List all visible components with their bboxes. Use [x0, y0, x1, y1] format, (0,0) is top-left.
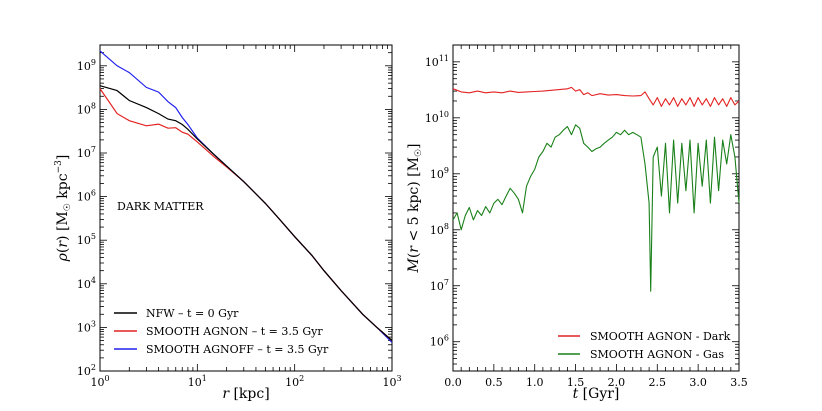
- left-y-tick-label: 106: [77, 189, 96, 204]
- left-series-line-0: [99, 85, 393, 341]
- right-x-tick-label: 0.0: [444, 376, 462, 389]
- right-y-tick-label: 109: [430, 166, 449, 181]
- right-plot-frame: [452, 44, 740, 372]
- left-y-tick-label: 107: [77, 145, 96, 160]
- left-legend-label: SMOOTH AGNOFF – t = 3.5 Gyr: [146, 343, 329, 356]
- right-y-axis-title: M(r < 5 kpc) [M☉]: [406, 143, 424, 273]
- left-y-tick-label: 108: [77, 101, 96, 116]
- left-x-tick-label: 102: [285, 374, 304, 389]
- left-x-tick-label: 100: [90, 374, 109, 389]
- right-series-line-0: [452, 86, 740, 107]
- right-series: [452, 86, 740, 292]
- left-legend-label: NFW – t = 0 Gyr: [146, 307, 239, 320]
- left-ticks: 100 101 102 103 102 103 104 105 106 107 108 109: [77, 44, 402, 389]
- left-x-axis-title: r [kpc]: [222, 386, 269, 402]
- dark-matter-annotation: DARK MATTER: [117, 200, 204, 213]
- right-y-tick-label: 1011: [425, 54, 449, 69]
- left-y-tick-label: 104: [77, 276, 96, 291]
- right-y-tick-label: 1010: [425, 110, 449, 125]
- right-y-tick-label: 106: [430, 334, 449, 349]
- left-x-tick-label: 103: [382, 374, 401, 389]
- right-y-tick-label: 107: [430, 278, 449, 293]
- density-profile-panel: 100 101 102 103 102 103 104 105 106 107 108 109 r […: [54, 44, 402, 402]
- left-y-tick-label: 109: [77, 58, 96, 73]
- left-legend-label: SMOOTH AGNON – t = 3.5 Gyr: [146, 325, 323, 338]
- right-x-tick-label: 3.0: [689, 376, 707, 389]
- left-legend: NFW – t = 0 Gyr SMOOTH AGNON – t = 3.5 Gy…: [114, 307, 329, 356]
- left-y-axis-title: ρ(r) [M☉ kpc−3]: [54, 155, 73, 263]
- right-ticks: 0.0 0.5 1.0 1.5 2.0 2.5 3.0 3.5 106 107 108 109 1010…: [425, 44, 748, 389]
- left-x-tick-label: 101: [188, 374, 207, 389]
- right-y-tick-label: 108: [430, 222, 449, 237]
- left-y-tick-label: 105: [77, 232, 96, 247]
- right-series-line-1: [452, 124, 740, 292]
- enclosed-mass-panel: 0.0 0.5 1.0 1.5 2.0 2.5 3.0 3.5 106 107 108 109 1010…: [406, 44, 748, 402]
- left-plot-frame: [99, 44, 393, 372]
- left-y-tick-label: 102: [77, 363, 96, 378]
- left-series-line-1: [99, 88, 393, 341]
- right-x-tick-label: 1.0: [526, 376, 544, 389]
- right-legend: SMOOTH AGNON - Dark SMOOTH AGNON - Gas: [558, 330, 731, 361]
- right-x-tick-label: 2.0: [608, 376, 626, 389]
- right-x-axis-title: t [Gyr]: [573, 386, 620, 402]
- right-x-tick-label: 3.5: [730, 376, 748, 389]
- right-legend-label: SMOOTH AGNON - Gas: [590, 348, 724, 361]
- right-x-tick-label: 1.5: [567, 376, 585, 389]
- left-series: [99, 50, 393, 343]
- right-x-tick-label: 2.5: [649, 376, 667, 389]
- right-x-tick-label: 0.5: [485, 376, 503, 389]
- right-legend-label: SMOOTH AGNON - Dark: [590, 330, 731, 343]
- left-y-tick-label: 103: [77, 319, 96, 334]
